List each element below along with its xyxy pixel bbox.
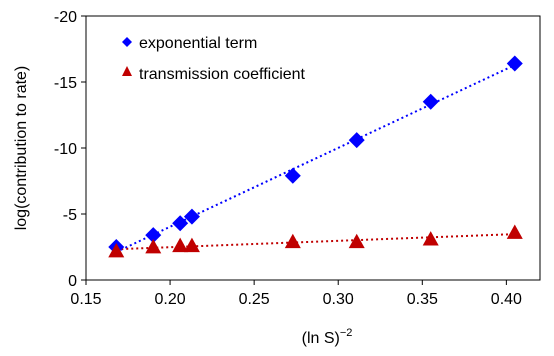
- transmission-coefficient-point: [172, 237, 189, 253]
- legend-triangle-icon: [122, 66, 132, 76]
- data-markers: [108, 55, 523, 258]
- y-tick-label: -5: [63, 207, 77, 224]
- x-axis-label-exponent: −2: [340, 327, 353, 339]
- exponential-term-point: [145, 227, 162, 244]
- exponential-term-point: [422, 93, 439, 110]
- transmission-coefficient-point: [348, 233, 365, 249]
- y-tick-label: -10: [54, 141, 77, 158]
- transmission-coefficient-point: [183, 237, 200, 253]
- y-tick-label: -15: [54, 75, 77, 92]
- y-tick-label: 0: [68, 273, 77, 290]
- legend: exponential term transmission coefficien…: [122, 35, 306, 83]
- x-axis-label: (ln S)−2: [302, 327, 353, 347]
- x-tick-label: 0.15: [70, 291, 101, 308]
- transmission-coefficient-point: [422, 231, 439, 246]
- legend-label-transmission-coefficient: transmission coefficient: [139, 66, 306, 83]
- exponential-term-point: [348, 132, 365, 149]
- transmission-coefficient-point: [145, 239, 162, 254]
- legend-diamond-icon: [122, 37, 132, 47]
- exponential-term-point: [506, 55, 523, 72]
- legend-label-exponential-term: exponential term: [139, 35, 257, 52]
- x-tick-label: 0.35: [407, 291, 438, 308]
- plot-frame: [85, 15, 541, 281]
- x-tick-label: 0.20: [155, 291, 186, 308]
- exponential-term-point: [183, 208, 200, 225]
- y-axis-label: log(contribution to rate): [13, 66, 30, 231]
- y-axis: 0 -5 -10 -15 -20: [54, 9, 86, 290]
- transmission-coefficient-point: [284, 233, 301, 249]
- x-tick-label: 0.40: [491, 291, 522, 308]
- y-tick-label: -20: [54, 9, 77, 26]
- transmission-coefficient-point: [108, 242, 125, 258]
- trendline-series-0: [115, 64, 516, 253]
- exponential-term-point: [284, 167, 301, 184]
- x-axis: 0.15 0.20 0.25 0.30 0.35 0.40: [70, 280, 522, 308]
- x-tick-label: 0.30: [323, 291, 354, 308]
- exponential-term-point: [172, 215, 189, 232]
- x-axis-label-base: (ln S): [302, 330, 340, 347]
- x-tick-label: 0.25: [239, 291, 270, 308]
- transmission-coefficient-point: [506, 224, 523, 239]
